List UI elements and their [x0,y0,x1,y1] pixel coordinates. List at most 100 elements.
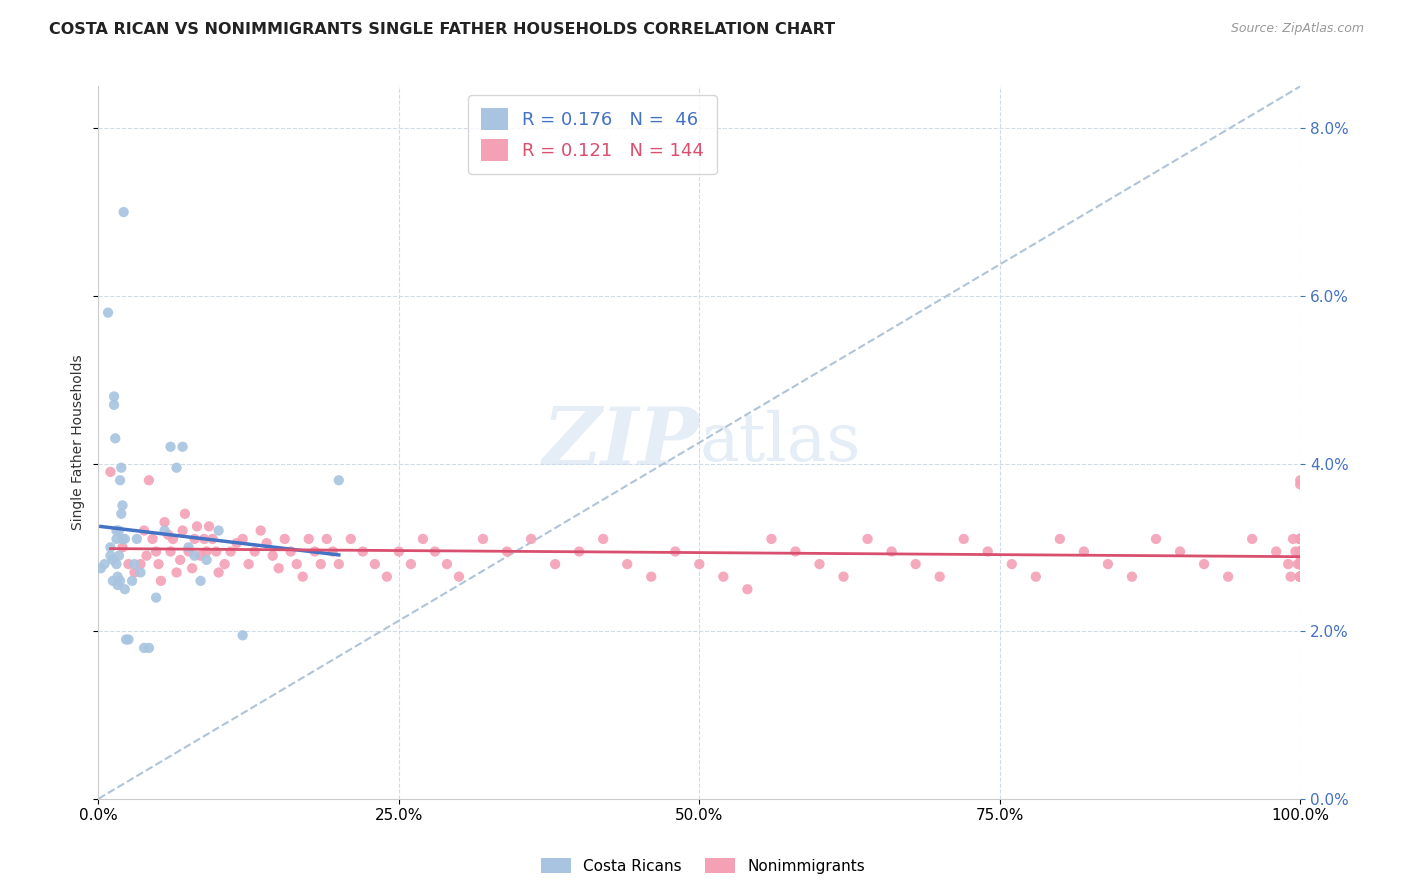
Point [267,561,290,575]
Point [183,532,205,546]
Point [172,440,194,454]
Point [1277,557,1299,571]
Point [1289,477,1312,491]
Point [952,532,974,546]
Point [93,557,115,571]
Point [112,205,135,219]
Point [177,541,200,555]
Point [149,574,172,588]
Text: Source: ZipAtlas.com: Source: ZipAtlas.com [1230,22,1364,36]
Point [761,532,783,546]
Point [1289,544,1312,558]
Point [496,544,519,558]
Point [262,549,284,563]
Point [1286,557,1309,571]
Point [201,532,224,546]
Point [977,544,1000,558]
Point [138,640,160,655]
Point [256,536,278,550]
Point [117,632,139,647]
Point [285,557,308,571]
Point [436,557,458,571]
Legend: R = 0.176   N =  46, R = 0.121   N = 144: R = 0.176 N = 46, R = 0.121 N = 144 [468,95,717,174]
Point [195,544,218,558]
Point [520,532,543,546]
Point [190,549,212,563]
Text: ZIP: ZIP [543,404,699,482]
Point [1289,532,1312,546]
Point [232,532,254,546]
Point [198,519,221,533]
Point [153,515,176,529]
Point [399,557,422,571]
Point [412,532,434,546]
Point [162,532,184,546]
Point [1279,569,1302,583]
Point [100,549,122,563]
Point [100,541,122,555]
Point [219,544,242,558]
Point [808,557,831,571]
Point [1289,544,1312,558]
Point [101,553,124,567]
Point [153,524,176,538]
Point [1265,544,1288,558]
Point [1001,557,1024,571]
Text: atlas: atlas [699,410,860,475]
Point [169,553,191,567]
Point [1192,557,1215,571]
Point [1289,532,1312,546]
Point [1289,544,1312,558]
Point [1289,544,1312,558]
Point [1289,557,1312,571]
Point [114,532,136,546]
Point [225,536,247,550]
Point [111,532,134,546]
Point [177,544,200,558]
Point [108,473,131,487]
Point [1289,569,1312,583]
Point [243,544,266,558]
Point [1289,557,1312,571]
Point [447,569,470,583]
Point [90,561,112,575]
Point [1049,532,1071,546]
Point [193,532,215,546]
Point [880,544,903,558]
Point [108,549,131,563]
Point [138,473,160,487]
Point [315,532,337,546]
Point [125,532,148,546]
Point [1289,569,1312,583]
Point [108,574,131,588]
Point [107,578,129,592]
Point [1289,557,1312,571]
Point [280,544,302,558]
Point [124,566,146,580]
Point [1289,544,1312,558]
Point [592,532,614,546]
Point [1289,569,1312,583]
Point [111,541,134,555]
Point [238,557,260,571]
Point [304,544,326,558]
Point [104,431,127,445]
Point [103,389,125,403]
Point [352,544,374,558]
Point [141,532,163,546]
Point [1289,569,1312,583]
Point [135,549,157,563]
Point [1289,532,1312,546]
Point [195,553,218,567]
Point [1289,532,1312,546]
Point [388,544,411,558]
Point [904,557,927,571]
Point [1121,569,1143,583]
Point [1289,544,1312,558]
Point [1289,557,1312,571]
Point [364,557,387,571]
Point [1097,557,1119,571]
Point [249,524,271,538]
Point [101,574,124,588]
Point [129,557,152,571]
